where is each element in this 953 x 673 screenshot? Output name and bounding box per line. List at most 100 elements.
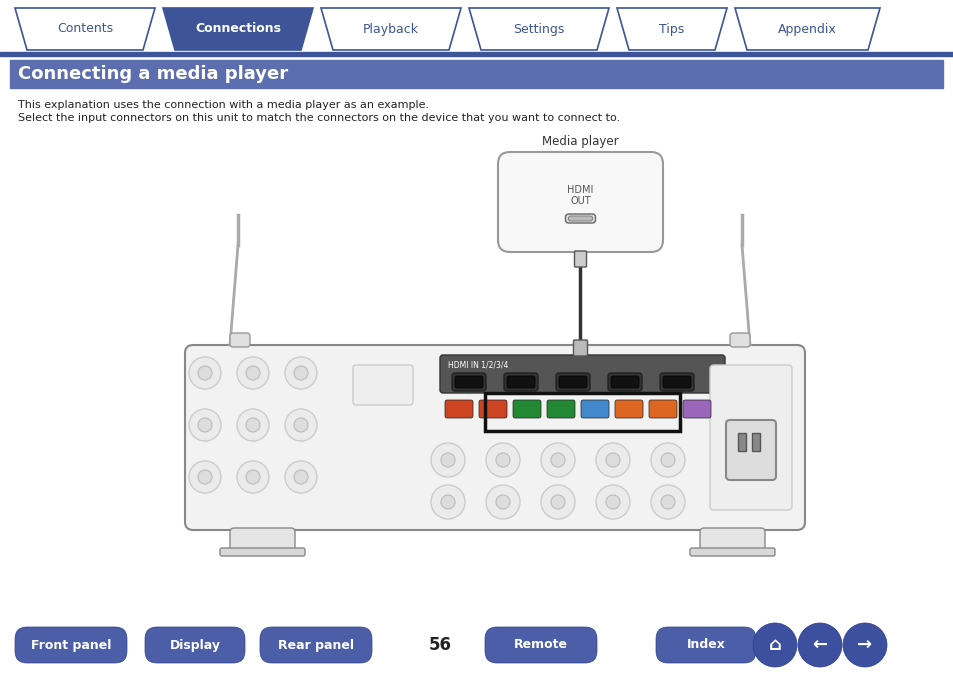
FancyBboxPatch shape [452, 373, 485, 391]
Polygon shape [469, 8, 608, 50]
Circle shape [246, 366, 260, 380]
Circle shape [246, 470, 260, 484]
Bar [738, 433, 745, 451]
Circle shape [294, 366, 308, 380]
FancyBboxPatch shape [689, 548, 774, 556]
FancyBboxPatch shape [580, 400, 608, 418]
Circle shape [797, 623, 841, 667]
FancyBboxPatch shape [455, 376, 482, 388]
Text: Select the input connectors on this unit to match the connectors on the device t: Select the input connectors on this unit… [18, 113, 619, 123]
Text: Remote: Remote [514, 639, 567, 651]
Text: This explanation uses the connection with a media player as an example.: This explanation uses the connection wit… [18, 100, 429, 110]
Polygon shape [320, 8, 460, 50]
Circle shape [285, 357, 316, 389]
FancyBboxPatch shape [506, 376, 535, 388]
FancyBboxPatch shape [230, 333, 250, 347]
FancyBboxPatch shape [185, 345, 804, 530]
FancyBboxPatch shape [478, 400, 506, 418]
FancyBboxPatch shape [700, 528, 764, 552]
Text: Connections: Connections [194, 22, 281, 36]
Circle shape [236, 461, 269, 493]
Circle shape [236, 357, 269, 389]
Circle shape [431, 485, 464, 519]
FancyBboxPatch shape [546, 400, 575, 418]
Circle shape [596, 485, 629, 519]
Circle shape [440, 495, 455, 509]
FancyBboxPatch shape [725, 420, 775, 480]
Bar [10, 60, 942, 88]
FancyBboxPatch shape [444, 400, 473, 418]
FancyBboxPatch shape [353, 365, 413, 405]
Text: Playback: Playback [363, 22, 418, 36]
Circle shape [294, 470, 308, 484]
Polygon shape [734, 8, 879, 50]
Bar [751, 433, 760, 451]
Text: Rear panel: Rear panel [277, 639, 354, 651]
FancyBboxPatch shape [220, 548, 305, 556]
Circle shape [540, 443, 575, 477]
Circle shape [551, 453, 564, 467]
FancyBboxPatch shape [230, 528, 294, 552]
Circle shape [650, 485, 684, 519]
Circle shape [496, 495, 510, 509]
FancyBboxPatch shape [610, 376, 639, 388]
Circle shape [596, 443, 629, 477]
Circle shape [752, 623, 796, 667]
Circle shape [189, 409, 221, 441]
Text: Display: Display [170, 639, 220, 651]
FancyBboxPatch shape [682, 400, 710, 418]
Circle shape [496, 453, 510, 467]
Circle shape [485, 443, 519, 477]
Circle shape [189, 461, 221, 493]
Text: →: → [857, 636, 872, 654]
FancyBboxPatch shape [573, 340, 587, 356]
Circle shape [236, 409, 269, 441]
Circle shape [198, 366, 212, 380]
Text: Connecting a media player: Connecting a media player [18, 65, 288, 83]
Circle shape [294, 418, 308, 432]
Text: Index: Index [686, 639, 724, 651]
Circle shape [605, 495, 619, 509]
Circle shape [285, 461, 316, 493]
FancyBboxPatch shape [503, 373, 537, 391]
FancyBboxPatch shape [662, 376, 690, 388]
FancyBboxPatch shape [439, 355, 724, 393]
Circle shape [198, 418, 212, 432]
Circle shape [551, 495, 564, 509]
Polygon shape [617, 8, 726, 50]
Text: Front panel: Front panel [30, 639, 112, 651]
Polygon shape [163, 8, 313, 50]
Text: OUT: OUT [570, 196, 590, 206]
Text: ⌂: ⌂ [768, 636, 781, 654]
FancyBboxPatch shape [607, 373, 641, 391]
Text: Appendix: Appendix [778, 22, 836, 36]
Text: Media player: Media player [541, 135, 618, 148]
Circle shape [198, 470, 212, 484]
FancyBboxPatch shape [556, 373, 589, 391]
FancyBboxPatch shape [513, 400, 540, 418]
Circle shape [285, 409, 316, 441]
Circle shape [650, 443, 684, 477]
Text: Settings: Settings [513, 22, 564, 36]
FancyBboxPatch shape [648, 400, 677, 418]
Circle shape [842, 623, 886, 667]
Bar [0, 52, 953, 55]
Text: Contents: Contents [57, 22, 113, 36]
FancyBboxPatch shape [15, 627, 127, 663]
FancyBboxPatch shape [565, 214, 595, 223]
Text: HDMI: HDMI [567, 185, 593, 195]
Circle shape [189, 357, 221, 389]
Circle shape [605, 453, 619, 467]
FancyBboxPatch shape [656, 627, 755, 663]
FancyBboxPatch shape [615, 400, 642, 418]
Text: HDMI IN 1/2/3/4: HDMI IN 1/2/3/4 [448, 360, 508, 369]
Circle shape [431, 443, 464, 477]
Circle shape [660, 495, 675, 509]
Circle shape [540, 485, 575, 519]
Text: 56: 56 [428, 636, 451, 654]
FancyBboxPatch shape [484, 627, 597, 663]
FancyBboxPatch shape [260, 627, 372, 663]
Text: Tips: Tips [659, 22, 684, 36]
Circle shape [485, 485, 519, 519]
FancyBboxPatch shape [659, 373, 693, 391]
